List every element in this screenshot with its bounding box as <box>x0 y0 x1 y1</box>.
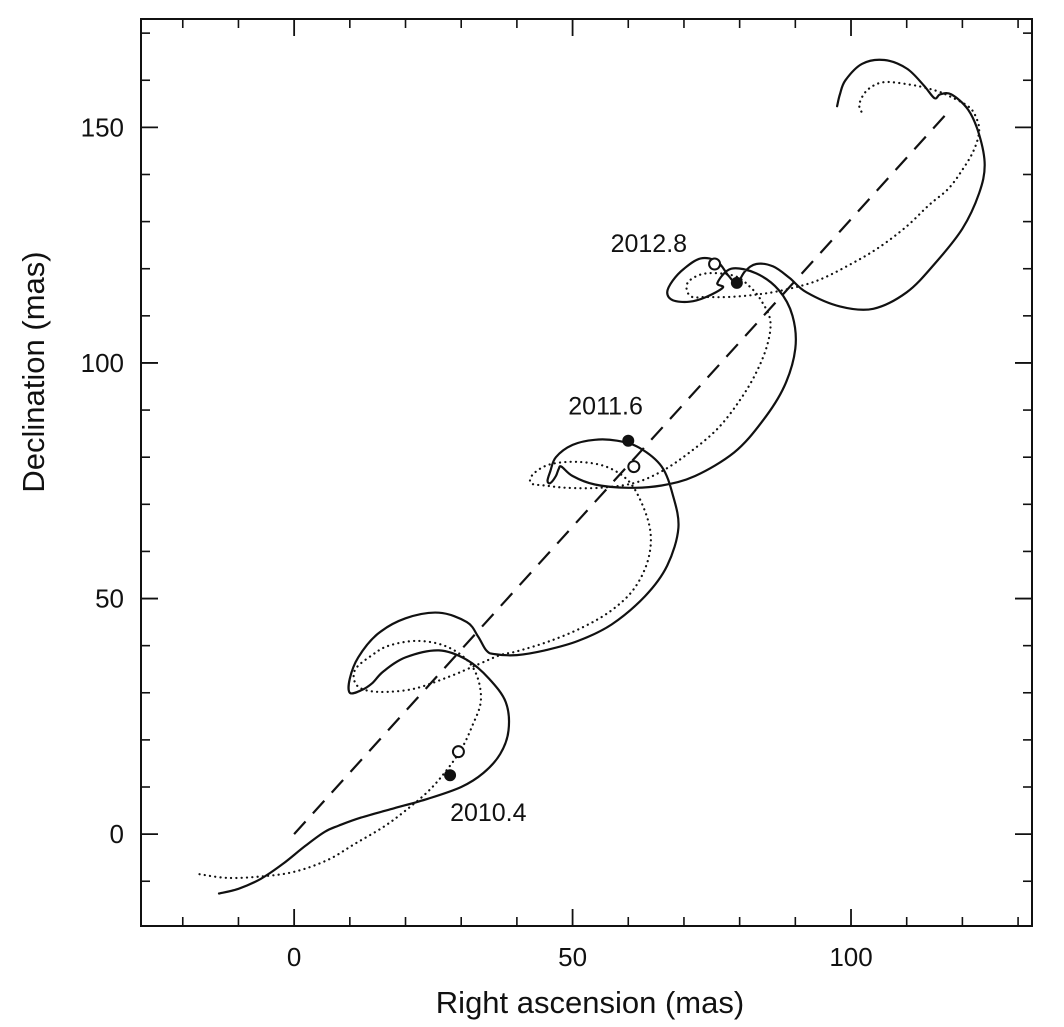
epoch-label: 2012.8 <box>611 230 687 258</box>
minor-ticks <box>141 19 1032 926</box>
dotted-orbit-track <box>198 80 981 880</box>
open-epoch-marker <box>451 745 465 759</box>
marker-layer <box>444 257 743 782</box>
filled-epoch-marker <box>444 769 457 782</box>
x-tick-label: 0 <box>287 942 301 972</box>
filled-epoch-marker <box>622 434 635 447</box>
x-tick-label: 50 <box>558 942 587 972</box>
x-axis-label: Right ascension (mas) <box>436 985 744 1020</box>
epoch-label: 2011.6 <box>568 393 643 421</box>
y-axis-label: Declination (mas) <box>16 251 51 492</box>
y-tick-label: 50 <box>95 584 124 614</box>
y-tick-label: 0 <box>110 819 124 849</box>
series-layer <box>198 58 986 895</box>
dashed-proper-motion-line <box>293 107 953 835</box>
epoch-label: 2010.4 <box>450 799 527 827</box>
major-ticks <box>141 19 1032 926</box>
open-epoch-marker <box>708 257 722 271</box>
annotation-layer: 2010.4 2011.6 2012.8 <box>450 230 687 827</box>
tick-labels: 0 50 100 0 50 100 150 <box>81 112 873 972</box>
plot-frame <box>140 18 1033 927</box>
y-tick-label: 100 <box>81 348 124 378</box>
filled-epoch-marker <box>730 276 743 289</box>
solid-orbit-track <box>217 58 986 895</box>
y-tick-label: 150 <box>81 112 124 142</box>
open-epoch-marker <box>627 460 641 474</box>
x-tick-label: 100 <box>829 942 872 972</box>
